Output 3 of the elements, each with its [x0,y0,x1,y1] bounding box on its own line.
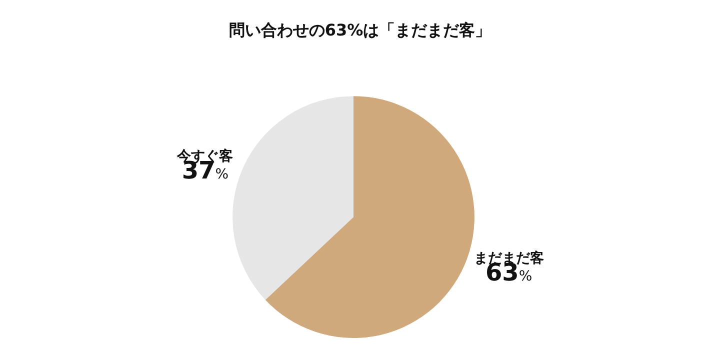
pie-slice [265,96,474,338]
chart-title: 問い合わせの63%は「まだまだ客」 [228,20,492,40]
pie-slice [232,96,354,300]
